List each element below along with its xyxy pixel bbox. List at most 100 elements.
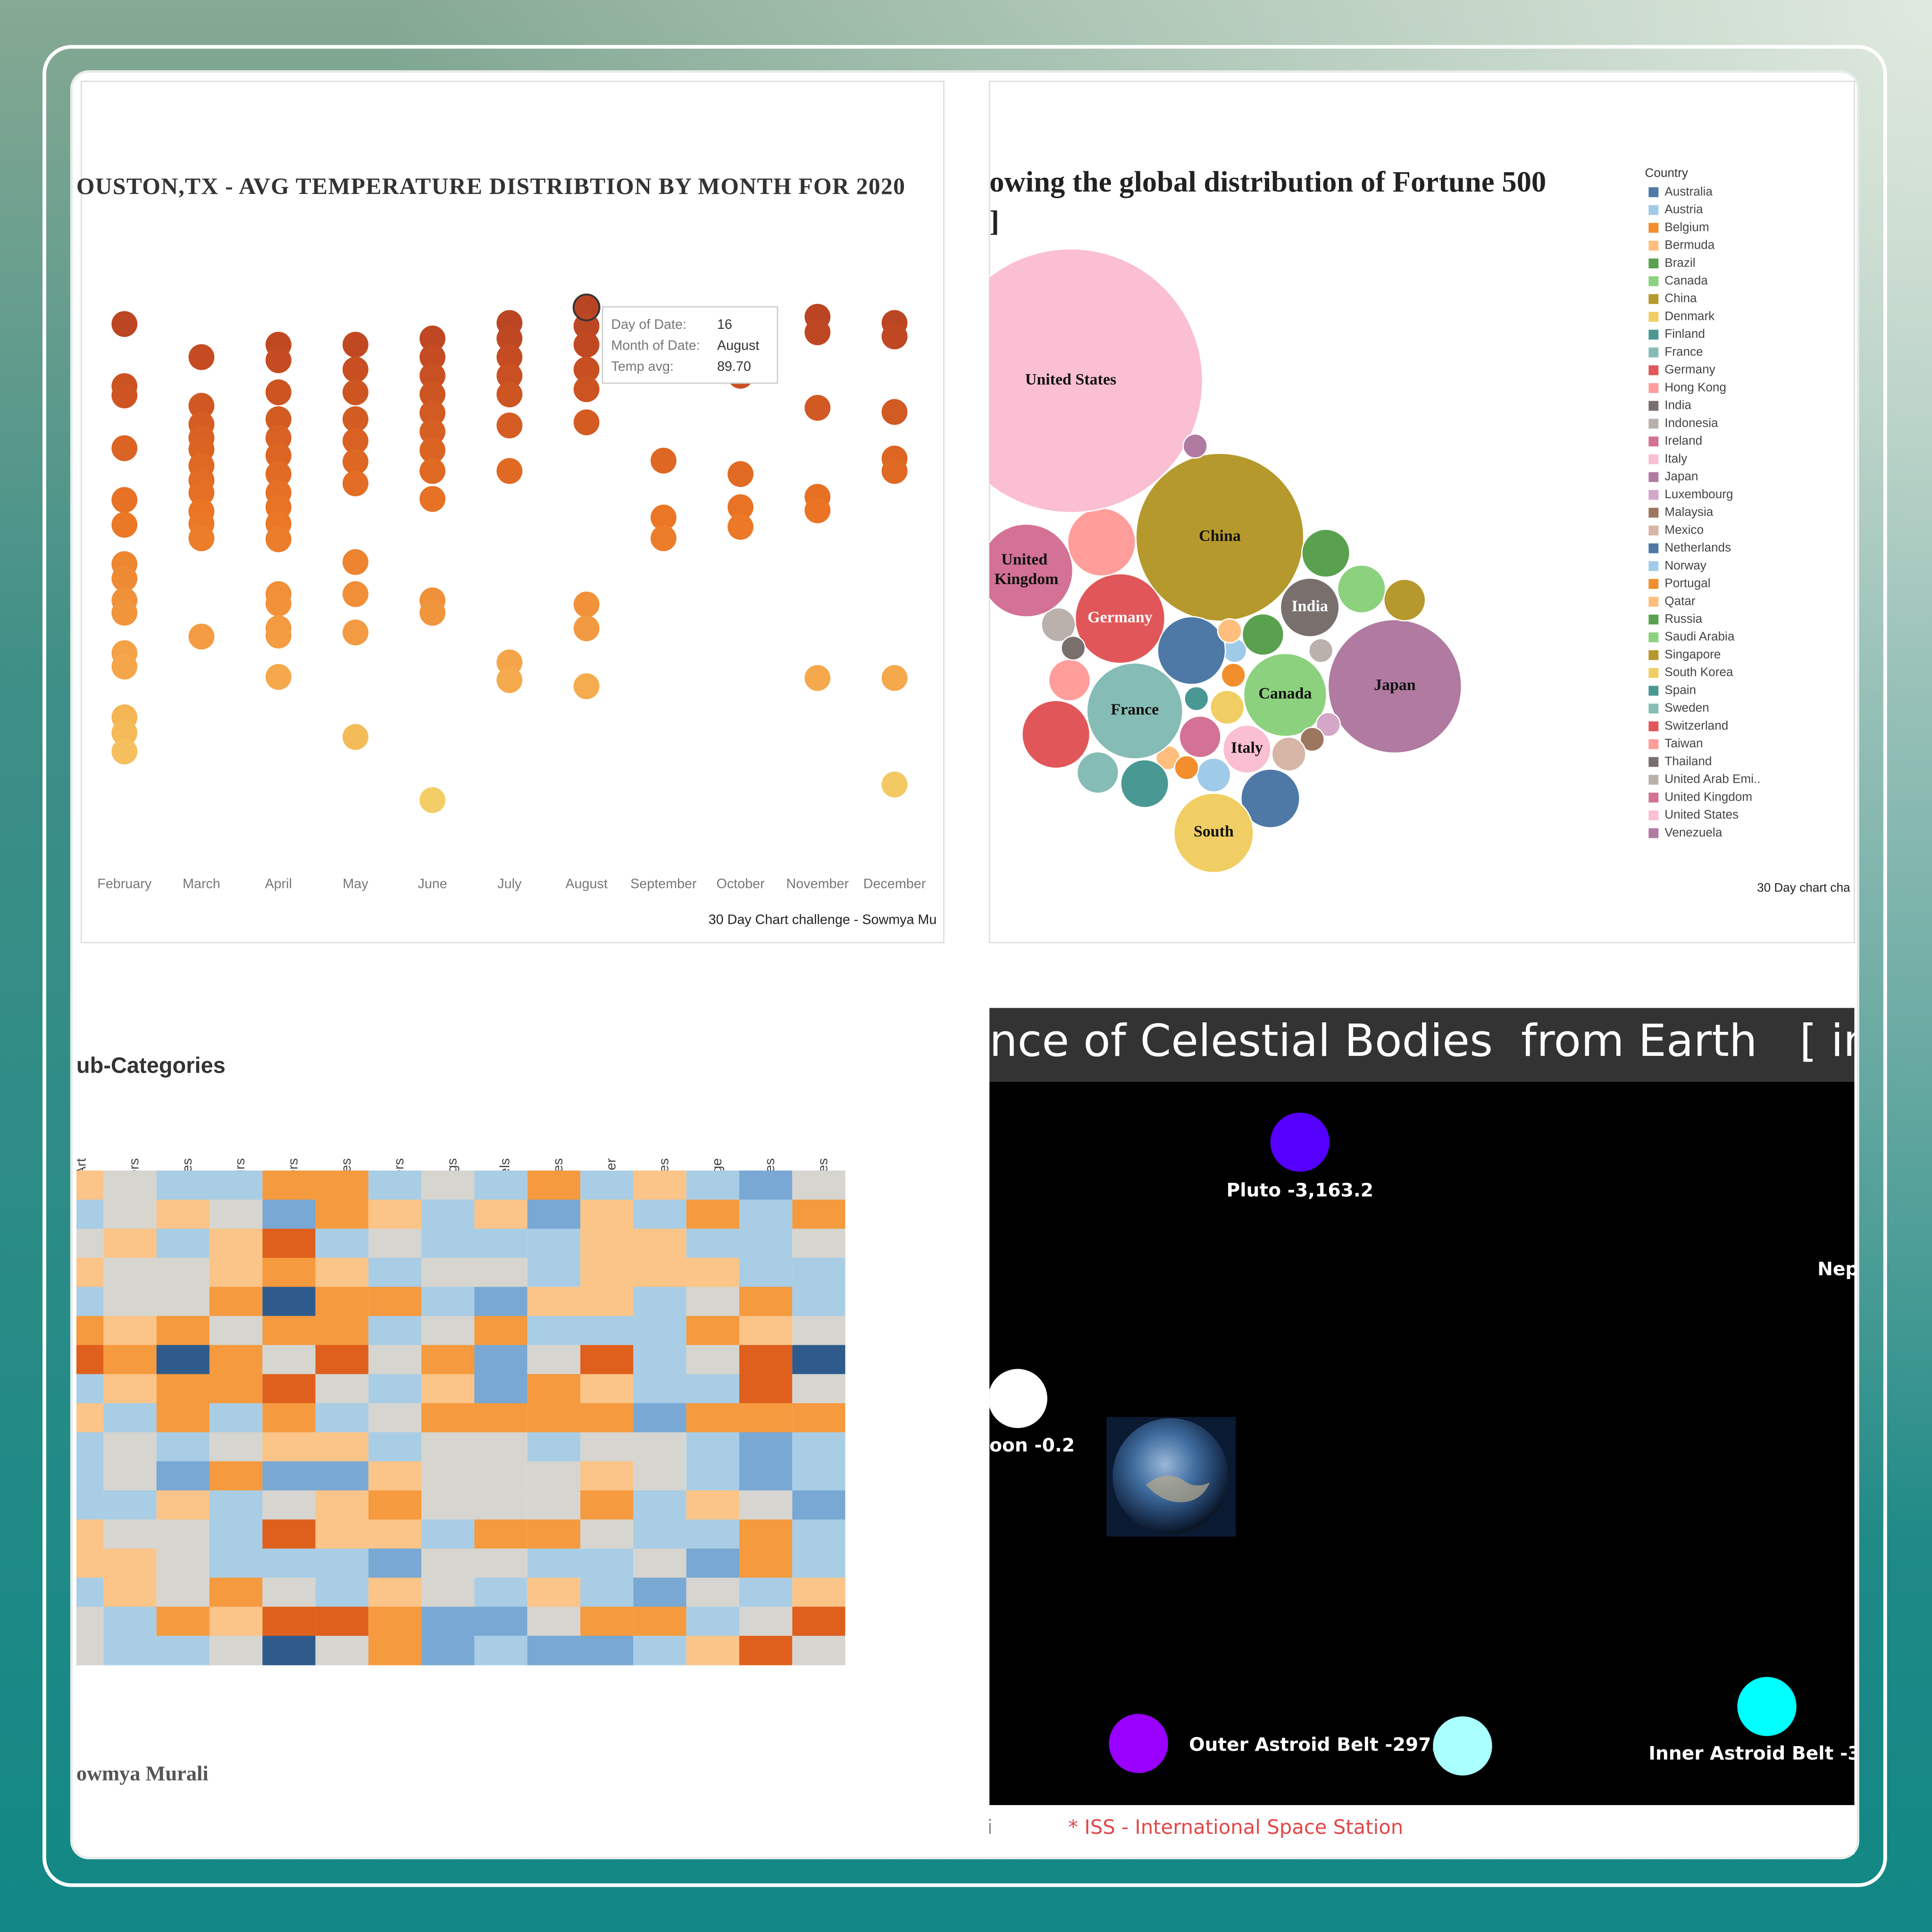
x-tick-label: September: [630, 877, 697, 892]
cell: [421, 1316, 475, 1346]
legend-swatch: [1648, 365, 1659, 376]
cell: [421, 1345, 475, 1375]
legend-swatch: [1648, 703, 1659, 714]
point: [343, 332, 368, 358]
cell: [527, 1577, 581, 1607]
cell: [315, 1199, 368, 1229]
bubble: [1222, 724, 1272, 774]
cell: [686, 1606, 739, 1636]
legend-label: Bermuda: [1664, 238, 1715, 252]
point: [496, 458, 523, 484]
legend-label: Germany: [1664, 362, 1715, 376]
cell: [421, 1519, 475, 1549]
cell: [580, 1636, 634, 1665]
temperature-panel: OUSTON,TX - AVG TEMPERATURE DISTRIBTION …: [76, 173, 937, 927]
point: [419, 787, 446, 813]
cell: [474, 1403, 527, 1433]
legend-label: Spain: [1664, 683, 1696, 697]
point: [419, 381, 446, 408]
legend-label: Australia: [1664, 184, 1713, 198]
cell: [315, 1548, 368, 1578]
cell: [739, 1374, 793, 1404]
point: [265, 622, 292, 649]
point: [343, 449, 368, 475]
point: [265, 406, 292, 432]
bubble: [1383, 578, 1426, 622]
cell: [103, 1490, 157, 1520]
bubble: [1184, 686, 1209, 711]
cell: [580, 1577, 634, 1607]
cell: [103, 1287, 157, 1316]
legend-label: Qatar: [1664, 594, 1696, 608]
x-tick-label: October: [716, 877, 765, 892]
cell: [474, 1606, 527, 1636]
cell: [76, 1345, 104, 1375]
point: [728, 494, 753, 520]
cell: [209, 1548, 263, 1578]
cell: [209, 1636, 263, 1665]
footer-strip: [989, 1805, 1855, 1855]
cell: [580, 1345, 634, 1375]
cell: [527, 1316, 581, 1346]
cell: [103, 1461, 157, 1491]
legend-swatch: [1648, 490, 1659, 500]
cell: [156, 1229, 209, 1258]
cell: [76, 1606, 104, 1636]
cell: [527, 1461, 581, 1491]
body-label: Inner Astroid Belt -39: [1648, 1743, 1873, 1764]
x-tick-label: November: [786, 877, 849, 892]
point: [111, 565, 138, 592]
point: [343, 581, 368, 607]
cell: [686, 1257, 739, 1288]
cell: [368, 1199, 422, 1229]
cell: [739, 1577, 793, 1607]
cell: [474, 1519, 527, 1549]
cell: [633, 1316, 686, 1346]
bubble: [1301, 528, 1351, 578]
legend-swatch: [1648, 579, 1659, 589]
cell: [474, 1287, 527, 1316]
point: [804, 395, 831, 421]
bubble: [1271, 736, 1306, 772]
cell: [527, 1171, 581, 1200]
cell: [76, 1199, 104, 1229]
bubble: [1067, 507, 1136, 577]
cell: [262, 1577, 316, 1607]
cell: [103, 1171, 157, 1200]
cell: [421, 1403, 475, 1433]
cell: [368, 1171, 422, 1200]
point: [650, 447, 677, 474]
cell: [527, 1229, 581, 1258]
cell: [580, 1287, 634, 1316]
bubble-label: India: [1291, 597, 1328, 615]
cell: [580, 1374, 634, 1404]
cell: [209, 1432, 263, 1462]
legend-swatch: [1648, 187, 1659, 197]
bubble: [1209, 689, 1245, 725]
cell: [633, 1257, 686, 1288]
cell: [368, 1490, 422, 1520]
cell: [474, 1229, 527, 1258]
cell: [792, 1316, 845, 1346]
point: [111, 653, 138, 680]
cell: [315, 1287, 368, 1316]
bubble: [1337, 564, 1386, 614]
legend-swatch: [1648, 329, 1659, 340]
cell: [580, 1606, 634, 1636]
legend-swatch: [1648, 561, 1659, 571]
legend-swatch: [1648, 828, 1659, 838]
legend-swatch: [1648, 525, 1659, 535]
cell: [633, 1171, 686, 1200]
cell: [792, 1229, 845, 1258]
legend-label: Sweden: [1664, 701, 1709, 715]
bubble: [1174, 755, 1199, 780]
cell: [76, 1490, 104, 1520]
cell: [527, 1432, 581, 1462]
cell: [315, 1461, 368, 1491]
cell: [580, 1519, 634, 1549]
point: [419, 326, 446, 351]
cell: [368, 1461, 422, 1491]
cell: [633, 1606, 686, 1636]
cell: [156, 1606, 209, 1636]
cell: [262, 1345, 316, 1375]
